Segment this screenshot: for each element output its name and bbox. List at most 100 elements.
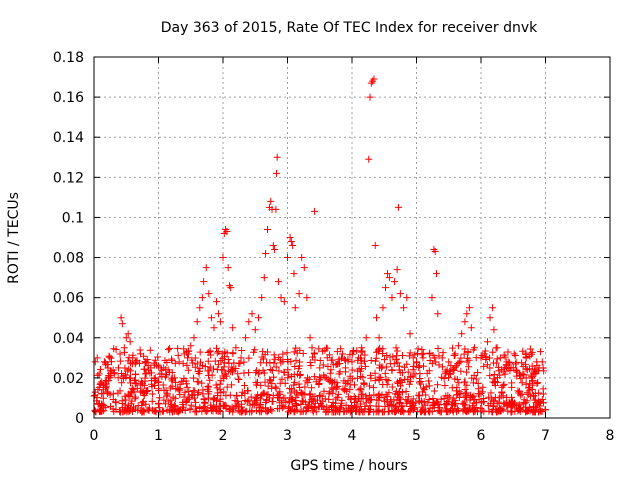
data-point — [480, 350, 488, 358]
data-point — [309, 395, 317, 403]
data-point — [210, 395, 218, 403]
data-point — [281, 394, 289, 402]
data-point — [175, 358, 183, 366]
data-point — [478, 388, 486, 396]
data-point — [503, 358, 511, 366]
data-point — [262, 407, 270, 415]
data-point — [337, 345, 345, 353]
data-point — [504, 348, 512, 356]
data-point — [447, 362, 455, 370]
data-point — [464, 406, 472, 414]
data-point — [171, 407, 179, 415]
data-point — [477, 399, 485, 407]
data-point — [132, 393, 140, 401]
data-point — [91, 358, 99, 366]
data-point — [204, 382, 212, 390]
data-point — [264, 348, 272, 356]
data-point — [470, 392, 478, 400]
data-point — [332, 383, 340, 391]
data-point — [385, 274, 393, 282]
data-point — [365, 155, 373, 163]
data-point — [302, 377, 310, 385]
data-point — [211, 357, 219, 365]
data-point — [409, 395, 417, 403]
data-point — [286, 407, 294, 415]
data-point — [432, 358, 440, 366]
data-point — [206, 348, 214, 356]
data-point — [419, 384, 427, 392]
data-point — [136, 381, 144, 389]
data-point — [400, 363, 408, 371]
data-point — [118, 320, 126, 328]
y-tick-label: 0.1 — [62, 210, 84, 226]
data-point — [388, 294, 396, 302]
data-point — [488, 395, 496, 403]
data-point — [171, 374, 179, 382]
data-point — [234, 397, 242, 405]
data-point — [329, 403, 337, 411]
data-point — [437, 395, 445, 403]
data-point — [458, 330, 466, 338]
data-point — [428, 360, 436, 368]
data-point — [383, 352, 391, 360]
data-point — [373, 314, 381, 322]
data-point — [463, 310, 471, 318]
data-point — [471, 344, 479, 352]
data-point — [516, 370, 524, 378]
data-point — [302, 406, 310, 414]
data-point — [95, 383, 103, 391]
data-point — [237, 354, 245, 362]
data-point — [123, 406, 131, 414]
data-point — [525, 384, 533, 392]
data-point — [462, 390, 470, 398]
data-point — [404, 393, 412, 401]
data-point — [148, 397, 156, 405]
data-point — [431, 248, 439, 256]
data-point — [271, 383, 279, 391]
data-point — [310, 373, 318, 381]
data-point — [286, 397, 294, 405]
data-point — [518, 379, 526, 387]
data-point — [129, 386, 137, 394]
data-point — [370, 384, 378, 392]
data-point — [280, 298, 288, 306]
data-point — [185, 388, 193, 396]
data-point — [477, 404, 485, 412]
data-point — [391, 278, 399, 286]
data-point — [276, 379, 284, 387]
data-point — [361, 351, 369, 359]
data-point — [270, 359, 278, 367]
data-point — [465, 363, 473, 371]
data-point — [425, 396, 433, 404]
data-point — [266, 358, 274, 366]
data-point — [532, 369, 540, 377]
data-point — [522, 380, 530, 388]
data-point — [98, 378, 106, 386]
data-point — [410, 362, 418, 370]
data-point — [259, 389, 267, 397]
data-point — [361, 362, 369, 370]
data-point — [149, 390, 157, 398]
data-point — [348, 366, 356, 374]
data-point — [295, 290, 303, 298]
data-point — [116, 350, 124, 358]
data-point — [168, 382, 176, 390]
data-point — [483, 338, 491, 346]
data-point — [395, 406, 403, 414]
data-point — [298, 254, 306, 262]
data-point — [382, 390, 390, 398]
data-point — [341, 379, 349, 387]
y-tick-label: 0.06 — [53, 291, 84, 307]
data-point — [91, 408, 99, 416]
data-point — [425, 377, 433, 385]
data-point — [490, 379, 498, 387]
data-point — [292, 356, 300, 364]
data-point — [403, 294, 411, 302]
data-point — [501, 364, 509, 372]
data-point — [526, 345, 534, 353]
data-point — [470, 371, 478, 379]
data-point — [227, 284, 235, 292]
data-point — [448, 384, 456, 392]
y-tick-label: 0.16 — [53, 90, 84, 106]
